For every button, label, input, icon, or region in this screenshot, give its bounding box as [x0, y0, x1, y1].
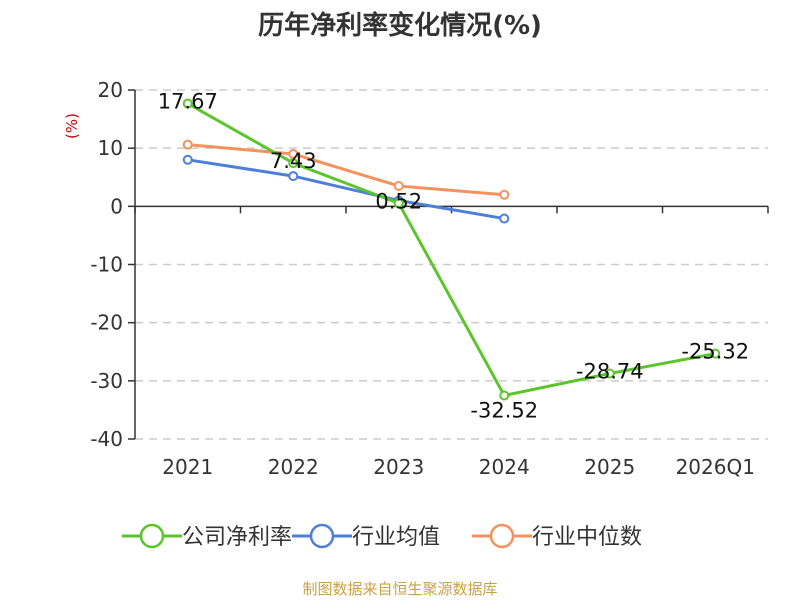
y-axis-label: (%): [63, 113, 81, 139]
y-tick-label: -10: [90, 253, 123, 277]
legend-marker: [489, 523, 515, 549]
data-point: [182, 139, 193, 150]
series-line: [187, 143, 505, 197]
legend-label: 行业均值: [352, 525, 440, 550]
legend-marker: [309, 523, 335, 549]
y-tick-label: -20: [90, 311, 123, 335]
grid-lines: [135, 89, 768, 440]
data-point: [393, 198, 404, 209]
data-label: -32.52: [470, 398, 538, 422]
legend: 公司净利率 行业均值 行业中位数: [122, 523, 642, 550]
data-label: -25.32: [681, 340, 749, 364]
data-point: [393, 180, 404, 191]
source-note: 制图数据来自恒生聚源数据库: [302, 580, 497, 598]
x-tick-label: 2023: [373, 455, 424, 479]
x-tick-label: 2025: [584, 455, 635, 479]
data-point: [604, 368, 615, 379]
data-point: [182, 98, 193, 109]
y-tick-label: -40: [90, 427, 123, 451]
y-tick-label: 20: [98, 78, 123, 102]
data-point: [710, 348, 721, 359]
data-labels: 17.67 7.43 0.52 -32.52 -28.74 -25.32: [158, 90, 749, 423]
axes: 20 10 0 -10 -20 -30 -40 2021 2022 2023 2024 2025 202…: [90, 78, 769, 479]
y-tick-label: 0: [110, 194, 123, 218]
data-label: 7.43: [270, 149, 317, 173]
x-tick-label: 2024: [479, 455, 530, 479]
x-tick-label: 2021: [162, 455, 213, 479]
series-line: [187, 158, 505, 221]
data-point: [288, 171, 299, 182]
series-lines: [182, 98, 721, 401]
y-tick-label: -30: [90, 369, 123, 393]
data-label: 0.52: [375, 189, 422, 213]
legend-label: 行业中位数: [532, 525, 642, 550]
series-line: [187, 102, 716, 397]
data-point: [288, 148, 299, 159]
y-tick-label: 10: [98, 136, 123, 160]
x-tick-label: 2022: [268, 455, 319, 479]
chart-title: 历年净利率变化情况(%): [258, 10, 542, 41]
legend-marker: [139, 523, 165, 549]
data-point: [182, 154, 193, 165]
x-tick-label: 2026Q1: [676, 455, 755, 479]
data-label: 17.67: [158, 90, 218, 114]
data-point: [499, 189, 510, 200]
data-point: [499, 390, 510, 401]
legend-label: 公司净利率: [182, 525, 292, 550]
data-label: -28.74: [576, 360, 644, 384]
data-point: [499, 213, 510, 224]
data-point: [288, 158, 299, 169]
